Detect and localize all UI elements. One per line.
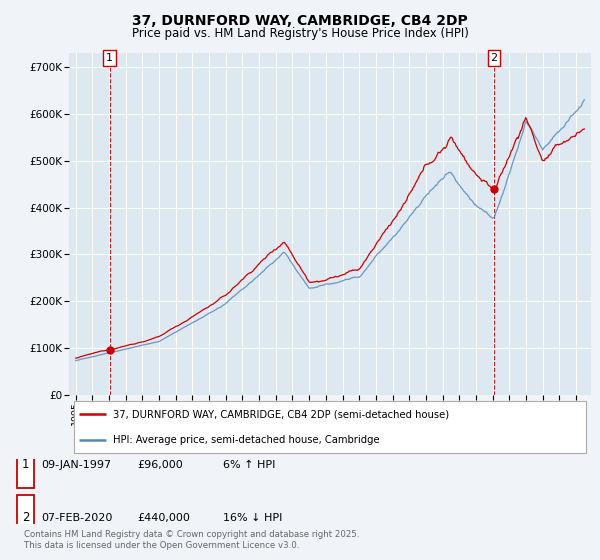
FancyBboxPatch shape xyxy=(17,494,34,541)
Text: Price paid vs. HM Land Registry's House Price Index (HPI): Price paid vs. HM Land Registry's House … xyxy=(131,27,469,40)
Text: 2: 2 xyxy=(22,511,29,524)
Text: 2: 2 xyxy=(491,53,497,63)
Text: 1: 1 xyxy=(22,459,29,472)
Text: Contains HM Land Registry data © Crown copyright and database right 2025.
This d: Contains HM Land Registry data © Crown c… xyxy=(23,530,359,550)
Text: 37, DURNFORD WAY, CAMBRIDGE, CB4 2DP: 37, DURNFORD WAY, CAMBRIDGE, CB4 2DP xyxy=(132,14,468,28)
Text: 6% ↑ HPI: 6% ↑ HPI xyxy=(223,460,275,470)
Text: 37, DURNFORD WAY, CAMBRIDGE, CB4 2DP (semi-detached house): 37, DURNFORD WAY, CAMBRIDGE, CB4 2DP (se… xyxy=(113,409,449,419)
Text: £96,000: £96,000 xyxy=(137,460,182,470)
Text: 16% ↓ HPI: 16% ↓ HPI xyxy=(223,513,283,523)
Text: 07-FEB-2020: 07-FEB-2020 xyxy=(41,513,112,523)
Text: 1: 1 xyxy=(106,53,113,63)
Text: HPI: Average price, semi-detached house, Cambridge: HPI: Average price, semi-detached house,… xyxy=(113,435,380,445)
Text: £440,000: £440,000 xyxy=(137,513,190,523)
FancyBboxPatch shape xyxy=(17,442,34,488)
Text: 09-JAN-1997: 09-JAN-1997 xyxy=(41,460,111,470)
FancyBboxPatch shape xyxy=(74,400,586,454)
